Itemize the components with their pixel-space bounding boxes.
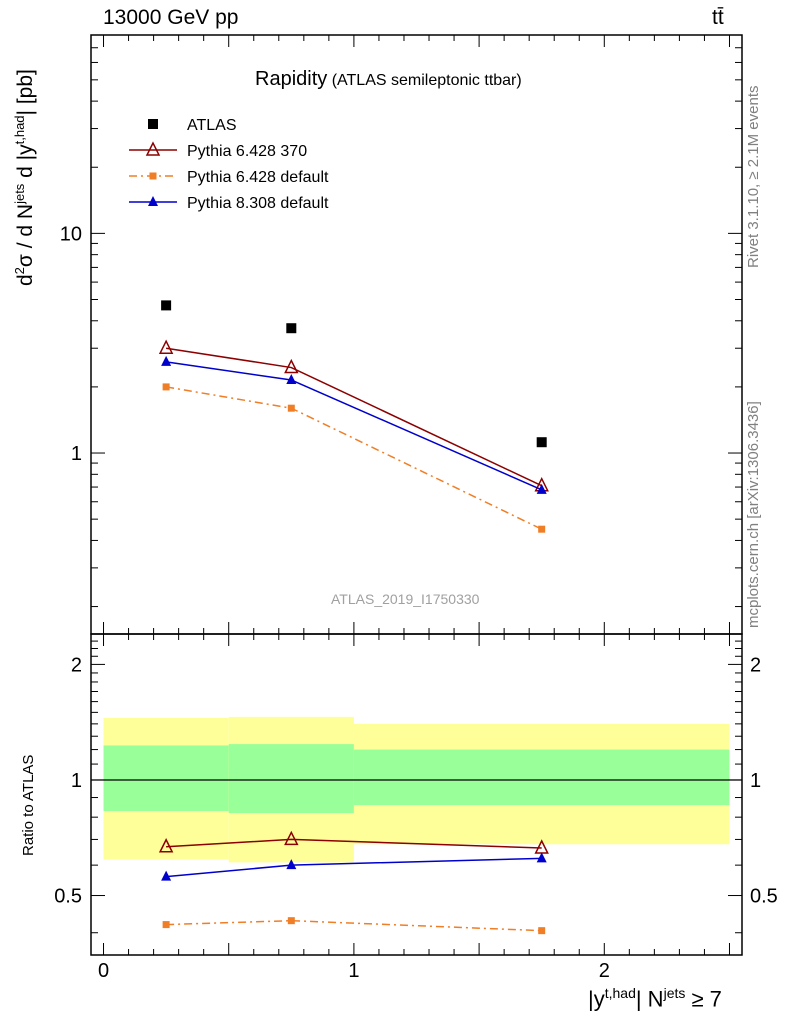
ratio-data-point — [287, 917, 295, 925]
ratio-y-tick-label: 2 — [71, 654, 82, 676]
energy-label: 13000 GeV pp — [103, 6, 239, 29]
legend-marker — [148, 196, 158, 206]
ratio-y-ticks — [91, 640, 742, 934]
main-series-line — [166, 347, 543, 487]
main-data-point — [284, 358, 299, 374]
main-data-point — [538, 525, 546, 533]
uncertainty-bands — [103, 716, 730, 863]
legend-label: Pythia 8.308 default — [187, 195, 329, 212]
main-data-point — [536, 437, 547, 448]
inner-band — [103, 745, 229, 812]
main-data-point — [161, 300, 172, 311]
main-data-point — [536, 483, 547, 494]
x-tick-label: 2 — [599, 960, 610, 982]
main-y-ticks — [91, 34, 742, 608]
chart-title-main: Rapidity — [255, 68, 328, 90]
main-data-point — [286, 323, 297, 334]
main-data-point — [161, 355, 172, 366]
ratio-y-tick-label: 0.5 — [750, 886, 778, 908]
legend-entry: ATLAS — [148, 117, 237, 134]
ratio-y-axis-label: Ratio to ATLAS — [20, 754, 37, 856]
ratio-series-pythia-6-428-370 — [158, 830, 549, 854]
analysis-watermark: ATLAS_2019_I1750330 — [331, 591, 480, 607]
main-data-point — [158, 339, 174, 354]
legend-label: ATLAS — [187, 117, 237, 134]
ratio-series-pythia-8-308-default — [161, 852, 547, 881]
legend-label: Pythia 6.428 default — [187, 169, 329, 186]
mcplots-label: mcplots.cern.ch [arXiv:1306.3436] — [745, 401, 762, 628]
chart-title-sub: (ATLAS semileptonic ttbar) — [331, 72, 522, 89]
ratio-series-pythia-6-428-default — [162, 917, 546, 935]
main-series-pythia-6-428-default — [162, 383, 546, 533]
legend-entry: Pythia 6.428 default — [129, 169, 329, 186]
legend: ATLAS Pythia 6.428 370 Pythia 6.428 defaul… — [129, 117, 329, 212]
main-series-pythia-6-428-370 — [158, 339, 549, 492]
x-axis-ticks — [103, 35, 730, 955]
main-data-point — [162, 383, 170, 391]
ratio-data-point — [161, 870, 172, 881]
ratio-series-line — [166, 857, 542, 878]
main-y-axis-label: d2σ / d Njets d |yt,had| [pb] — [12, 69, 37, 286]
ratio-y-tick-label: 2 — [750, 654, 761, 676]
main-series-pythia-8-308-default — [161, 355, 547, 494]
ratio-y-tick-label: 1 — [750, 770, 761, 792]
legend-marker — [145, 141, 161, 156]
main-data-point — [287, 404, 295, 412]
legend-entry: Pythia 8.308 default — [129, 195, 329, 212]
ratio-data-point — [284, 830, 299, 846]
process-label: tt̄ — [712, 6, 724, 29]
inner-band — [353, 749, 730, 806]
chart-title: Rapidity (ATLAS semileptonic ttbar) — [255, 68, 522, 91]
ratio-y-tick-label: 0.5 — [54, 886, 82, 908]
ratio-series-line — [166, 838, 542, 849]
y-tick-label: 1 — [71, 443, 82, 465]
rivet-label: Rivet 3.1.10, ≥ 2.1M events — [745, 85, 762, 269]
x-axis-label: |yt,had| Njets ≥ 7 — [588, 985, 722, 1012]
inner-band — [228, 744, 354, 814]
main-series-atlas — [161, 300, 547, 448]
ratio-data-point — [538, 927, 546, 935]
ratio-data-point — [536, 852, 547, 863]
legend-marker — [148, 119, 158, 129]
x-tick-label: 1 — [348, 960, 359, 982]
legend-entry: Pythia 6.428 370 — [129, 141, 307, 160]
ratio-series-line — [166, 919, 542, 932]
legend-marker — [149, 172, 157, 180]
main-series-line — [166, 361, 542, 491]
ratio-y-tick-label: 1 — [71, 770, 82, 792]
ratio-data-point — [286, 859, 297, 870]
ratio-data-point — [162, 921, 170, 929]
x-tick-label: 0 — [98, 960, 109, 982]
ratio-data-point — [158, 838, 174, 853]
y-tick-label: 10 — [60, 223, 82, 245]
ratio-plot-frame — [90, 633, 743, 956]
main-data-point — [286, 374, 297, 385]
legend-label: Pythia 6.428 370 — [187, 143, 307, 160]
